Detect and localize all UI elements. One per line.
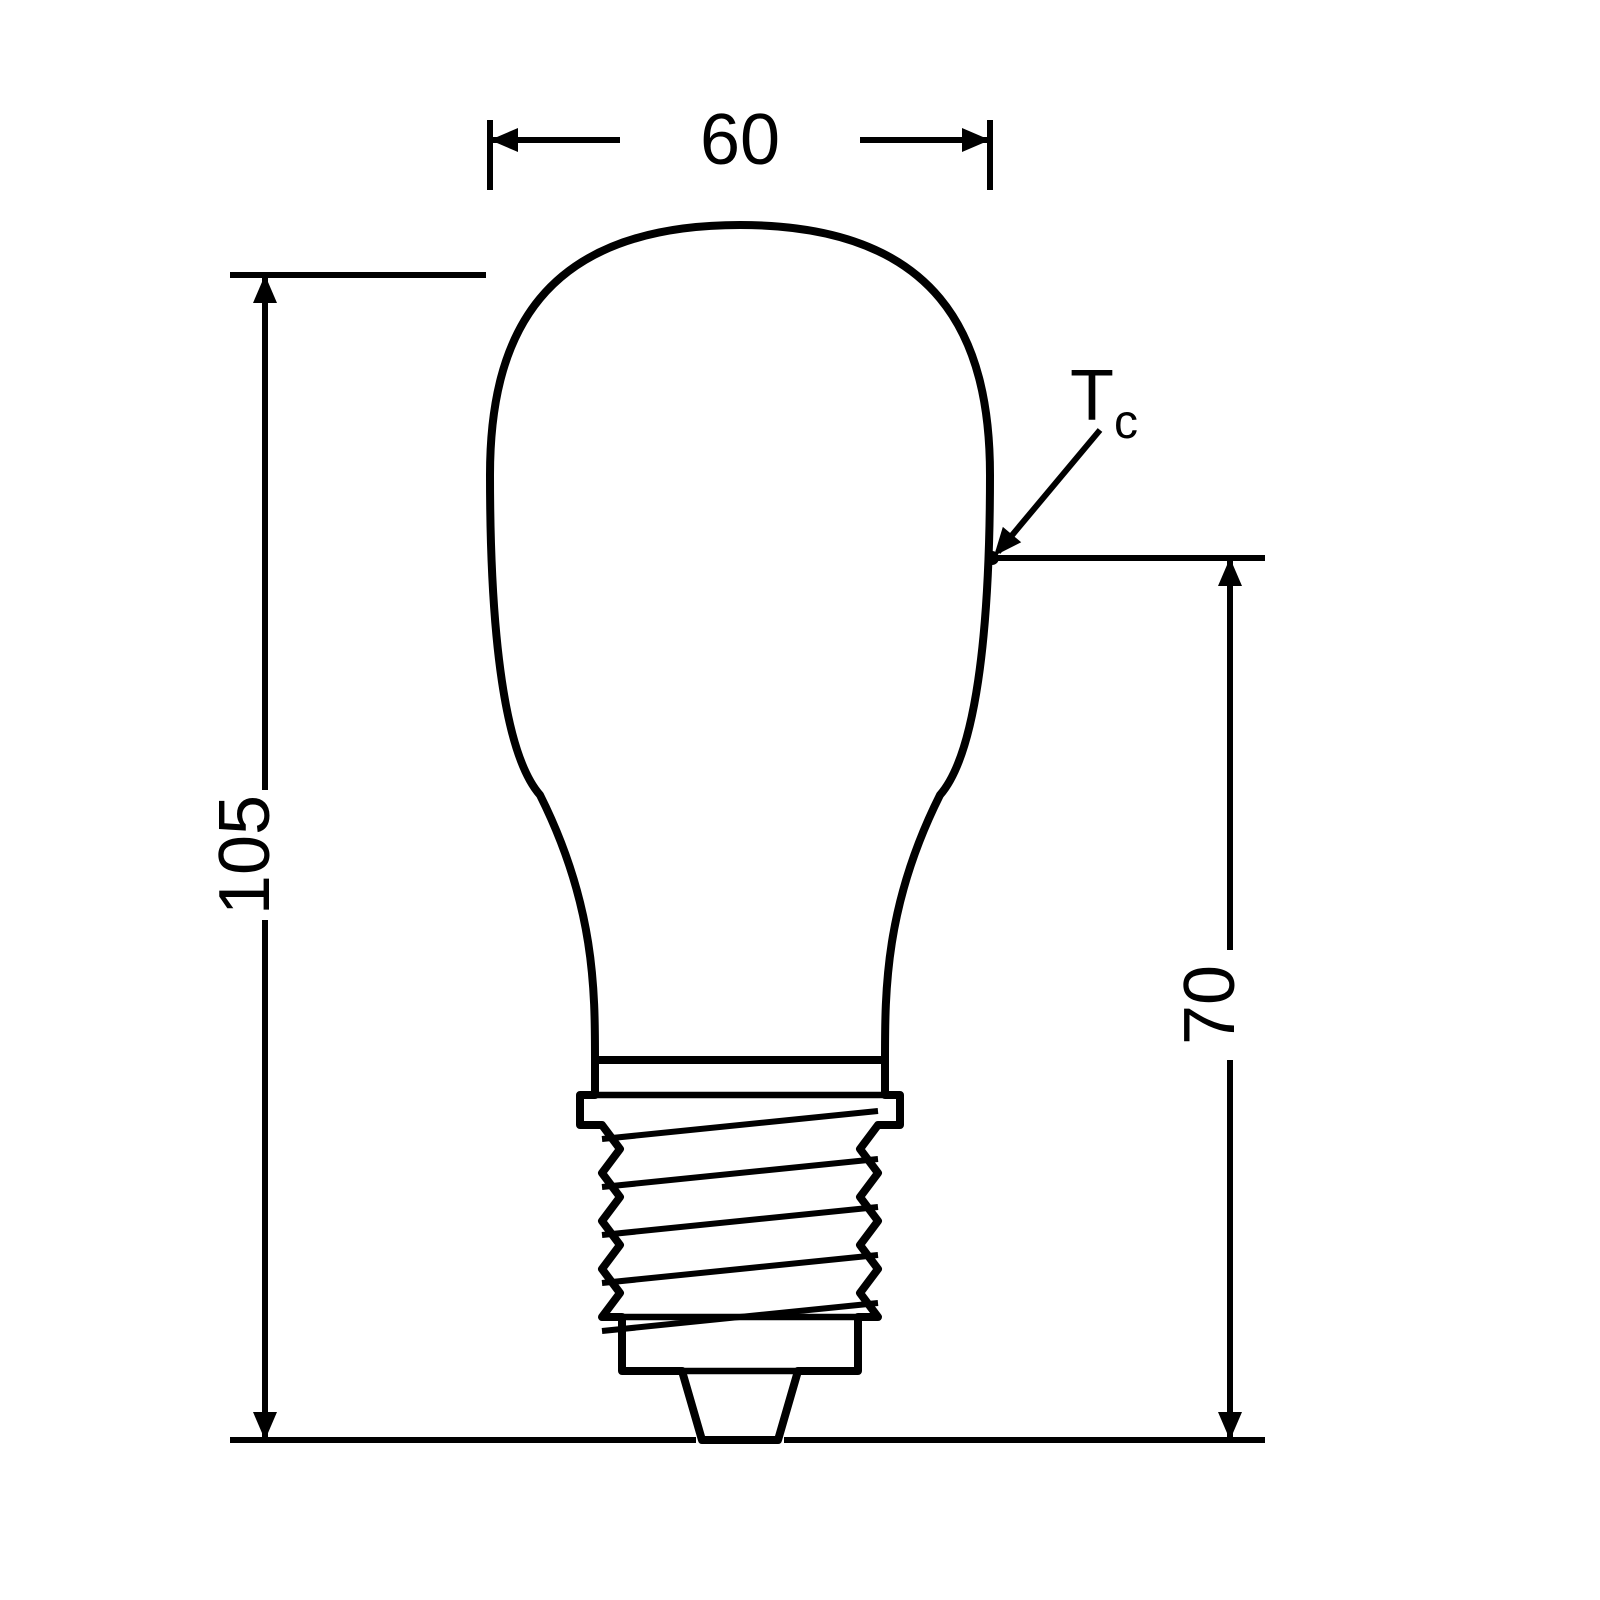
tc-point [985, 551, 999, 565]
thread-groove [602, 1255, 878, 1283]
dim-tc-height-label: 70 [1170, 965, 1250, 1045]
tc-label: Tc [1070, 356, 1138, 449]
dim-height-label: 105 [205, 795, 285, 915]
arrowhead [490, 128, 518, 152]
arrowhead [1218, 558, 1242, 586]
arrowhead [1218, 1412, 1242, 1440]
thread-groove [602, 1159, 878, 1187]
bulb-outline [490, 225, 990, 1440]
dim-width-label: 60 [700, 100, 780, 180]
tc-leader [998, 430, 1100, 552]
arrowhead [253, 275, 277, 303]
thread-groove [602, 1207, 878, 1235]
arrowhead [962, 128, 990, 152]
arrowhead [253, 1412, 277, 1440]
thread-groove [602, 1111, 878, 1139]
